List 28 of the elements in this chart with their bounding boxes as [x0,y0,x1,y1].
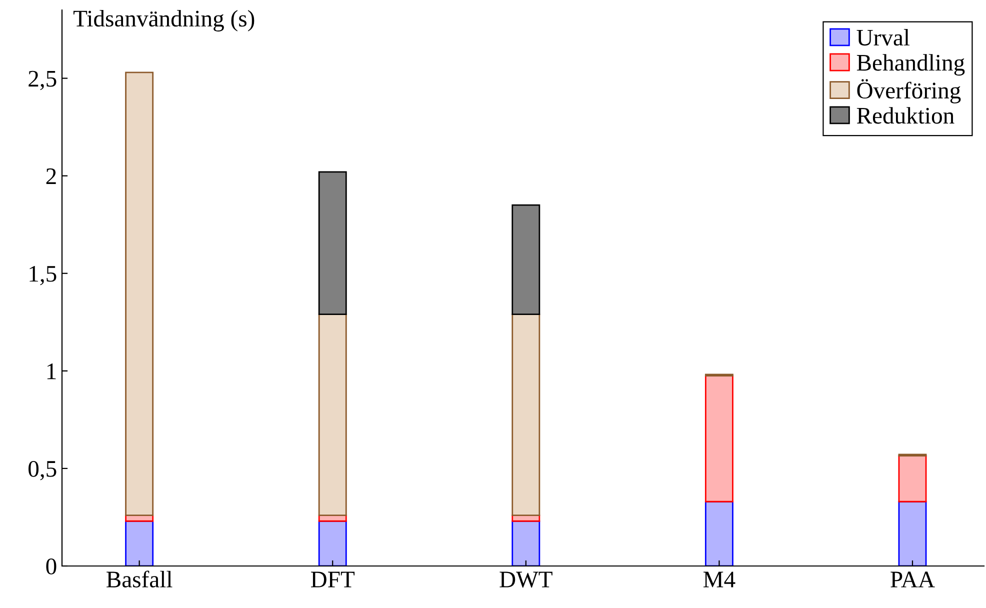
bar [512,314,540,516]
legend-label: Urval [856,29,910,46]
legend-label: Behandling [856,54,965,76]
y-tick-label: 1,5 [30,266,56,286]
x-tick-label: Basfall [106,570,172,588]
bar [318,314,347,516]
x-tick-label: DFT [310,572,355,588]
y-tick-label: 2,5 [28,70,56,90]
y-axis-title: Tidsanvändning (s) [73,10,254,32]
legend-label: Reduktion [856,107,954,124]
y-tick-label: 0,5 [28,460,56,480]
y-tick-label: 1 [47,364,56,380]
bar [318,171,347,316]
bar [704,500,734,566]
bar [512,520,540,566]
y-tick-label: 2 [46,168,56,184]
bar [512,204,540,316]
x-tick-label: M4 [703,572,736,588]
bar [125,520,154,566]
bar [898,500,927,566]
legend-label: Överföring [857,79,961,104]
y-tick-label: 0 [46,558,56,574]
bar [125,72,154,516]
x-tick-label: PAA [890,572,935,588]
bar [318,520,347,566]
x-tick-label: DWT [500,572,552,588]
bar [704,375,734,502]
bar [898,455,927,502]
